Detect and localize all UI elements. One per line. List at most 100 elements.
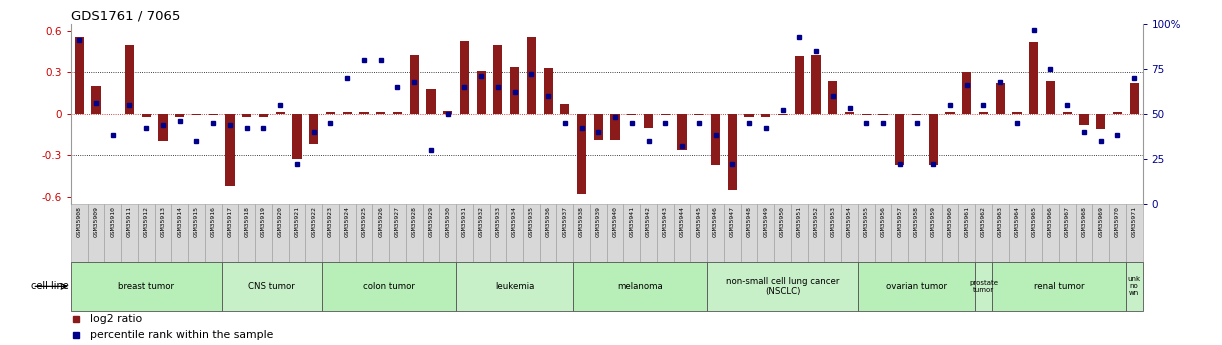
- Bar: [159, 114, 167, 141]
- Text: GSM35927: GSM35927: [395, 206, 400, 237]
- Bar: [708, 204, 723, 262]
- Text: GSM35939: GSM35939: [596, 206, 601, 237]
- Bar: [925, 204, 942, 262]
- Text: GSM35947: GSM35947: [730, 206, 734, 237]
- Bar: [741, 204, 758, 262]
- Text: GSM35964: GSM35964: [1014, 206, 1019, 237]
- Bar: [611, 114, 620, 140]
- Text: GSM35925: GSM35925: [362, 206, 367, 237]
- Text: cell line: cell line: [31, 282, 68, 291]
- Bar: [259, 114, 268, 117]
- Bar: [392, 112, 402, 114]
- Bar: [1012, 112, 1022, 114]
- Text: GSM35926: GSM35926: [378, 206, 384, 237]
- Bar: [456, 204, 473, 262]
- Text: GSM35945: GSM35945: [697, 206, 701, 237]
- Bar: [661, 114, 670, 115]
- Text: renal tumor: renal tumor: [1034, 282, 1084, 291]
- Bar: [171, 204, 188, 262]
- Bar: [573, 204, 590, 262]
- Text: GSM35930: GSM35930: [445, 206, 450, 237]
- Bar: [1063, 112, 1072, 114]
- Bar: [338, 204, 356, 262]
- Bar: [708, 262, 858, 310]
- Bar: [942, 204, 958, 262]
- Bar: [811, 55, 821, 114]
- Text: GSM35936: GSM35936: [545, 206, 551, 237]
- Bar: [723, 204, 741, 262]
- Text: GSM35921: GSM35921: [295, 206, 299, 237]
- Bar: [155, 204, 171, 262]
- Text: GSM35908: GSM35908: [77, 206, 82, 237]
- Text: GSM35970: GSM35970: [1114, 206, 1119, 237]
- Bar: [577, 114, 587, 194]
- Bar: [1125, 262, 1143, 310]
- Bar: [627, 114, 637, 115]
- Bar: [778, 114, 787, 115]
- Bar: [494, 45, 502, 114]
- Text: breast tumor: breast tumor: [119, 282, 175, 291]
- Bar: [242, 114, 252, 117]
- Text: GSM35928: GSM35928: [412, 206, 417, 237]
- Bar: [1046, 81, 1055, 114]
- Bar: [459, 41, 469, 114]
- Bar: [359, 112, 369, 114]
- Bar: [323, 262, 456, 310]
- Text: GSM35911: GSM35911: [127, 206, 132, 237]
- Text: GSM35934: GSM35934: [512, 206, 517, 237]
- Bar: [544, 68, 552, 114]
- Bar: [975, 204, 992, 262]
- Text: ovarian tumor: ovarian tumor: [886, 282, 947, 291]
- Bar: [88, 204, 104, 262]
- Bar: [342, 112, 352, 114]
- Bar: [138, 204, 155, 262]
- Bar: [288, 204, 306, 262]
- Text: GSM35950: GSM35950: [780, 206, 785, 237]
- Bar: [175, 114, 185, 117]
- Bar: [1129, 83, 1139, 114]
- Text: GSM35961: GSM35961: [964, 206, 969, 237]
- Bar: [975, 262, 992, 310]
- Text: GSM35931: GSM35931: [462, 206, 467, 237]
- Bar: [225, 114, 235, 186]
- Text: GDS1761 / 7065: GDS1761 / 7065: [71, 10, 181, 23]
- Bar: [594, 114, 602, 140]
- Bar: [523, 204, 540, 262]
- Bar: [1058, 204, 1075, 262]
- Text: log2 ratio: log2 ratio: [90, 314, 143, 324]
- Text: prostate
tumor: prostate tumor: [969, 280, 998, 293]
- Bar: [71, 204, 88, 262]
- Bar: [356, 204, 373, 262]
- Text: GSM35935: GSM35935: [529, 206, 534, 237]
- Text: melanoma: melanoma: [617, 282, 664, 291]
- Bar: [238, 204, 255, 262]
- Bar: [309, 114, 318, 144]
- Bar: [426, 89, 435, 114]
- Bar: [992, 262, 1125, 310]
- Text: unk
no
wn: unk no wn: [1128, 276, 1141, 296]
- Text: GSM35962: GSM35962: [981, 206, 986, 237]
- Bar: [71, 262, 221, 310]
- Text: GSM35913: GSM35913: [160, 206, 165, 237]
- Bar: [590, 204, 607, 262]
- Text: GSM35959: GSM35959: [931, 206, 936, 237]
- Bar: [958, 204, 975, 262]
- Text: GSM35910: GSM35910: [110, 206, 115, 237]
- Bar: [1075, 204, 1092, 262]
- Bar: [775, 204, 791, 262]
- Text: GSM35944: GSM35944: [679, 206, 684, 237]
- Bar: [858, 204, 875, 262]
- Bar: [510, 67, 519, 114]
- Bar: [946, 112, 954, 114]
- Text: GSM35938: GSM35938: [579, 206, 584, 237]
- Bar: [490, 204, 506, 262]
- Text: non-small cell lung cancer
(NSCLC): non-small cell lung cancer (NSCLC): [726, 277, 840, 296]
- Bar: [996, 83, 1004, 114]
- Bar: [992, 204, 1008, 262]
- Bar: [75, 37, 84, 114]
- Bar: [276, 112, 285, 114]
- Text: GSM35949: GSM35949: [764, 206, 769, 237]
- Text: GSM35932: GSM35932: [479, 206, 484, 237]
- Bar: [556, 204, 573, 262]
- Text: GSM35963: GSM35963: [997, 206, 1003, 237]
